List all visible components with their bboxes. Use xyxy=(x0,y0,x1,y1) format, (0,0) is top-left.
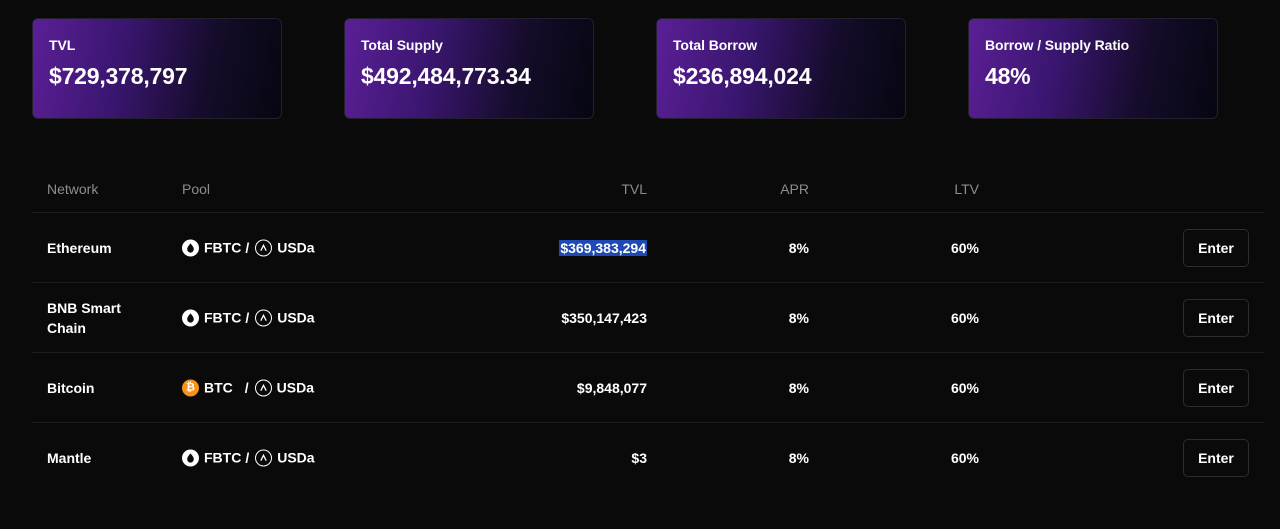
pool-quote: USDa xyxy=(277,309,315,326)
pools-table: Network Pool TVL APR LTV Ethereum FBTC /… xyxy=(32,163,1264,492)
stat-card-tvl: TVL $729,378,797 xyxy=(32,18,282,119)
table-row: Ethereum FBTC / USDa $369,383,294 8% 60%… xyxy=(32,213,1264,283)
usda-icon xyxy=(255,449,273,466)
table-row: Mantle FBTC / USDa $3 8% 60% Enter xyxy=(32,423,1264,492)
enter-button[interactable]: Enter xyxy=(1183,368,1249,407)
pool-separator: / xyxy=(244,379,249,396)
table-row: Bitcoin ₿ BTC / USDa $9,848,077 8% 60% E… xyxy=(32,353,1264,423)
table-row: BNB Smart Chain FBTC / USDa $350,147,423… xyxy=(32,283,1264,353)
fbtc-icon xyxy=(182,309,199,326)
ltv-value: 60% xyxy=(950,449,979,466)
network-name: Bitcoin xyxy=(47,379,95,396)
pool-pair: ₿ BTC / USDa xyxy=(182,379,314,396)
stat-label: TVL xyxy=(49,37,76,53)
ltv-value: 60% xyxy=(950,379,979,396)
stat-label: Borrow / Supply Ratio xyxy=(985,37,1130,53)
stats-row: TVL $729,378,797 Total Supply $492,484,7… xyxy=(32,18,1232,119)
apr-value: 8% xyxy=(788,239,809,256)
pool-pair: FBTC / USDa xyxy=(182,239,315,256)
stat-value: $492,484,773.34 xyxy=(361,63,531,89)
pool-asset: FBTC xyxy=(204,309,242,326)
fbtc-icon xyxy=(182,449,199,466)
header-pool: Pool xyxy=(182,181,211,197)
enter-button[interactable]: Enter xyxy=(1183,438,1249,477)
apr-value: 8% xyxy=(788,309,809,326)
pool-asset: BTC xyxy=(204,379,233,396)
tvl-value: $9,848,077 xyxy=(576,379,647,396)
header-tvl: TVL xyxy=(621,181,647,197)
usda-icon xyxy=(254,379,272,396)
header-network: Network xyxy=(47,181,99,197)
pool-pair: FBTC / USDa xyxy=(182,449,315,466)
stat-card-total-borrow: Total Borrow $236,894,024 xyxy=(656,18,906,119)
tvl-value: $350,147,423 xyxy=(561,309,647,326)
usda-icon xyxy=(255,309,273,326)
stat-value: $236,894,024 xyxy=(673,63,812,89)
header-ltv: LTV xyxy=(954,181,979,197)
pool-asset: FBTC xyxy=(204,239,242,256)
enter-button[interactable]: Enter xyxy=(1183,298,1249,337)
pool-separator: / xyxy=(245,239,250,256)
bitcoin-icon: ₿ xyxy=(182,379,199,396)
ltv-value: 60% xyxy=(950,309,979,326)
pool-asset: FBTC xyxy=(204,449,242,466)
network-name: Ethereum xyxy=(47,239,112,256)
tvl-value: $369,383,294 xyxy=(559,239,647,256)
stat-value: $729,378,797 xyxy=(49,63,188,89)
apr-value: 8% xyxy=(788,379,809,396)
network-name: Mantle xyxy=(47,449,92,466)
pool-quote: USDa xyxy=(277,449,315,466)
stat-card-total-supply: Total Supply $492,484,773.34 xyxy=(344,18,594,119)
pool-pair: FBTC / USDa xyxy=(182,309,315,326)
pool-separator: / xyxy=(245,309,250,326)
apr-value: 8% xyxy=(788,449,809,466)
usda-icon xyxy=(255,239,273,256)
network-name: BNB Smart Chain xyxy=(47,299,121,336)
pool-separator: / xyxy=(245,449,250,466)
stat-card-borrow-supply-ratio: Borrow / Supply Ratio 48% xyxy=(968,18,1218,119)
stat-label: Total Supply xyxy=(361,37,443,53)
header-apr: APR xyxy=(780,181,809,197)
tvl-value: $3 xyxy=(631,449,647,466)
table-header: Network Pool TVL APR LTV xyxy=(32,163,1264,213)
stat-label: Total Borrow xyxy=(673,37,758,53)
pool-quote: USDa xyxy=(277,239,315,256)
fbtc-icon xyxy=(182,239,199,256)
pool-quote: USDa xyxy=(276,379,315,396)
selected-text: $369,383,294 xyxy=(559,239,647,256)
enter-button[interactable]: Enter xyxy=(1183,228,1249,267)
stat-value: 48% xyxy=(985,63,1031,89)
ltv-value: 60% xyxy=(950,239,979,256)
